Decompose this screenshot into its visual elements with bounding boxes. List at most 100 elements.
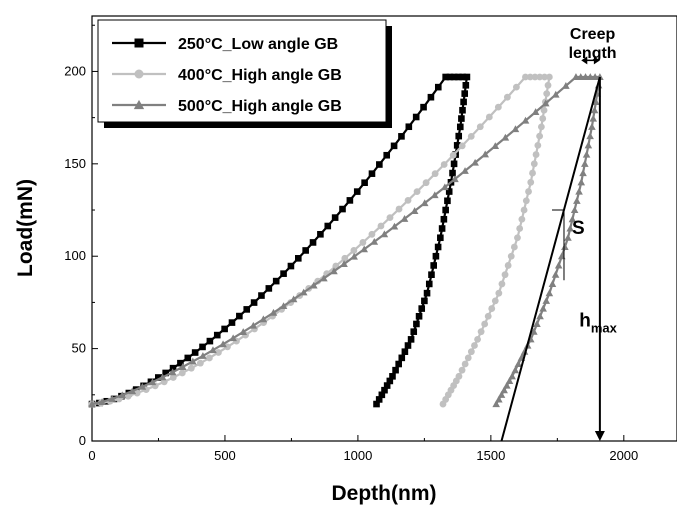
data-point <box>169 374 177 381</box>
legend-label: 250°C_Low angle GB <box>178 36 338 53</box>
data-point <box>317 230 324 238</box>
data-point <box>492 400 500 408</box>
data-point <box>530 160 538 168</box>
data-point <box>575 187 583 195</box>
data-point <box>461 90 469 97</box>
data-point <box>596 73 604 81</box>
data-point <box>453 142 461 149</box>
data-point <box>98 398 106 405</box>
data-point <box>205 354 213 362</box>
data-point <box>576 73 585 81</box>
data-point <box>449 151 457 159</box>
data-point <box>501 133 510 141</box>
data-point <box>511 366 520 374</box>
data-point <box>138 382 147 390</box>
data-point <box>310 281 318 289</box>
data-point <box>539 304 547 312</box>
data-point <box>431 170 439 178</box>
data-point <box>420 199 429 207</box>
data-point <box>158 373 167 381</box>
data-point <box>346 197 354 204</box>
data-point <box>413 320 420 328</box>
x-tick-label: 2000 <box>609 448 638 463</box>
data-point <box>404 342 412 349</box>
creep-label-line1: Creep <box>570 26 616 43</box>
data-point <box>420 103 427 111</box>
data-point <box>505 377 514 384</box>
data-point <box>534 141 542 149</box>
data-point <box>299 288 308 296</box>
data-point <box>488 305 496 312</box>
data-point <box>449 169 456 177</box>
data-point <box>529 169 536 177</box>
data-point <box>476 123 484 131</box>
series-layer <box>88 73 604 408</box>
data-point <box>481 320 489 328</box>
data-point <box>219 340 227 348</box>
data-point <box>383 382 391 389</box>
data-point <box>467 132 475 140</box>
plot-frame <box>91 15 677 442</box>
x-axis-ticks: 0 500 1000 1500 2000 <box>88 435 638 463</box>
creep-arrow-head-right <box>593 56 600 65</box>
data-point <box>422 179 430 187</box>
data-point <box>590 106 599 114</box>
data-point <box>361 179 368 186</box>
data-point <box>521 116 530 124</box>
data-point <box>477 328 485 336</box>
legend-marker <box>134 69 144 79</box>
data-point <box>445 188 453 195</box>
x-tick-label: 1000 <box>343 448 372 463</box>
data-point <box>405 123 413 131</box>
data-point <box>196 359 204 367</box>
data-point <box>504 262 512 269</box>
data-point <box>500 386 508 394</box>
data-point <box>570 206 579 214</box>
data-point <box>279 302 288 310</box>
x-axis-label: Depth(nm) <box>332 482 437 505</box>
data-point <box>458 142 466 150</box>
data-point <box>434 243 442 251</box>
data-point <box>295 255 302 262</box>
data-point <box>412 113 420 121</box>
data-point <box>243 306 251 313</box>
data-point <box>461 360 469 368</box>
data-point <box>199 352 207 359</box>
data-point <box>522 197 530 205</box>
legend-item: 500°C_High angle GB <box>112 98 342 115</box>
data-point <box>320 274 328 282</box>
data-point <box>434 83 442 91</box>
data-point <box>459 106 466 114</box>
data-point <box>427 93 435 101</box>
data-point <box>451 175 459 183</box>
data-point <box>432 252 440 260</box>
data-point <box>541 73 548 81</box>
data-point <box>491 142 500 150</box>
data-point <box>579 169 587 177</box>
data-point <box>289 295 298 303</box>
data-point <box>377 222 385 230</box>
data-point <box>471 342 478 349</box>
data-point <box>491 297 499 305</box>
data-point <box>507 252 515 260</box>
data-point <box>398 354 406 362</box>
data-point <box>269 308 278 316</box>
data-point <box>350 252 358 260</box>
data-point <box>168 368 177 376</box>
data-point <box>481 150 490 158</box>
data-point <box>430 262 437 269</box>
y-tick-label: 0 <box>79 433 86 448</box>
hmax-subscript: max <box>591 320 618 335</box>
data-point <box>455 132 463 140</box>
data-point <box>353 188 361 195</box>
data-point <box>410 328 418 335</box>
data-point <box>423 289 431 297</box>
data-point <box>395 205 403 213</box>
data-point <box>392 366 399 374</box>
data-point <box>545 289 554 297</box>
data-point <box>213 331 221 339</box>
data-point <box>464 354 472 362</box>
data-point <box>495 289 503 297</box>
data-point <box>324 222 332 230</box>
